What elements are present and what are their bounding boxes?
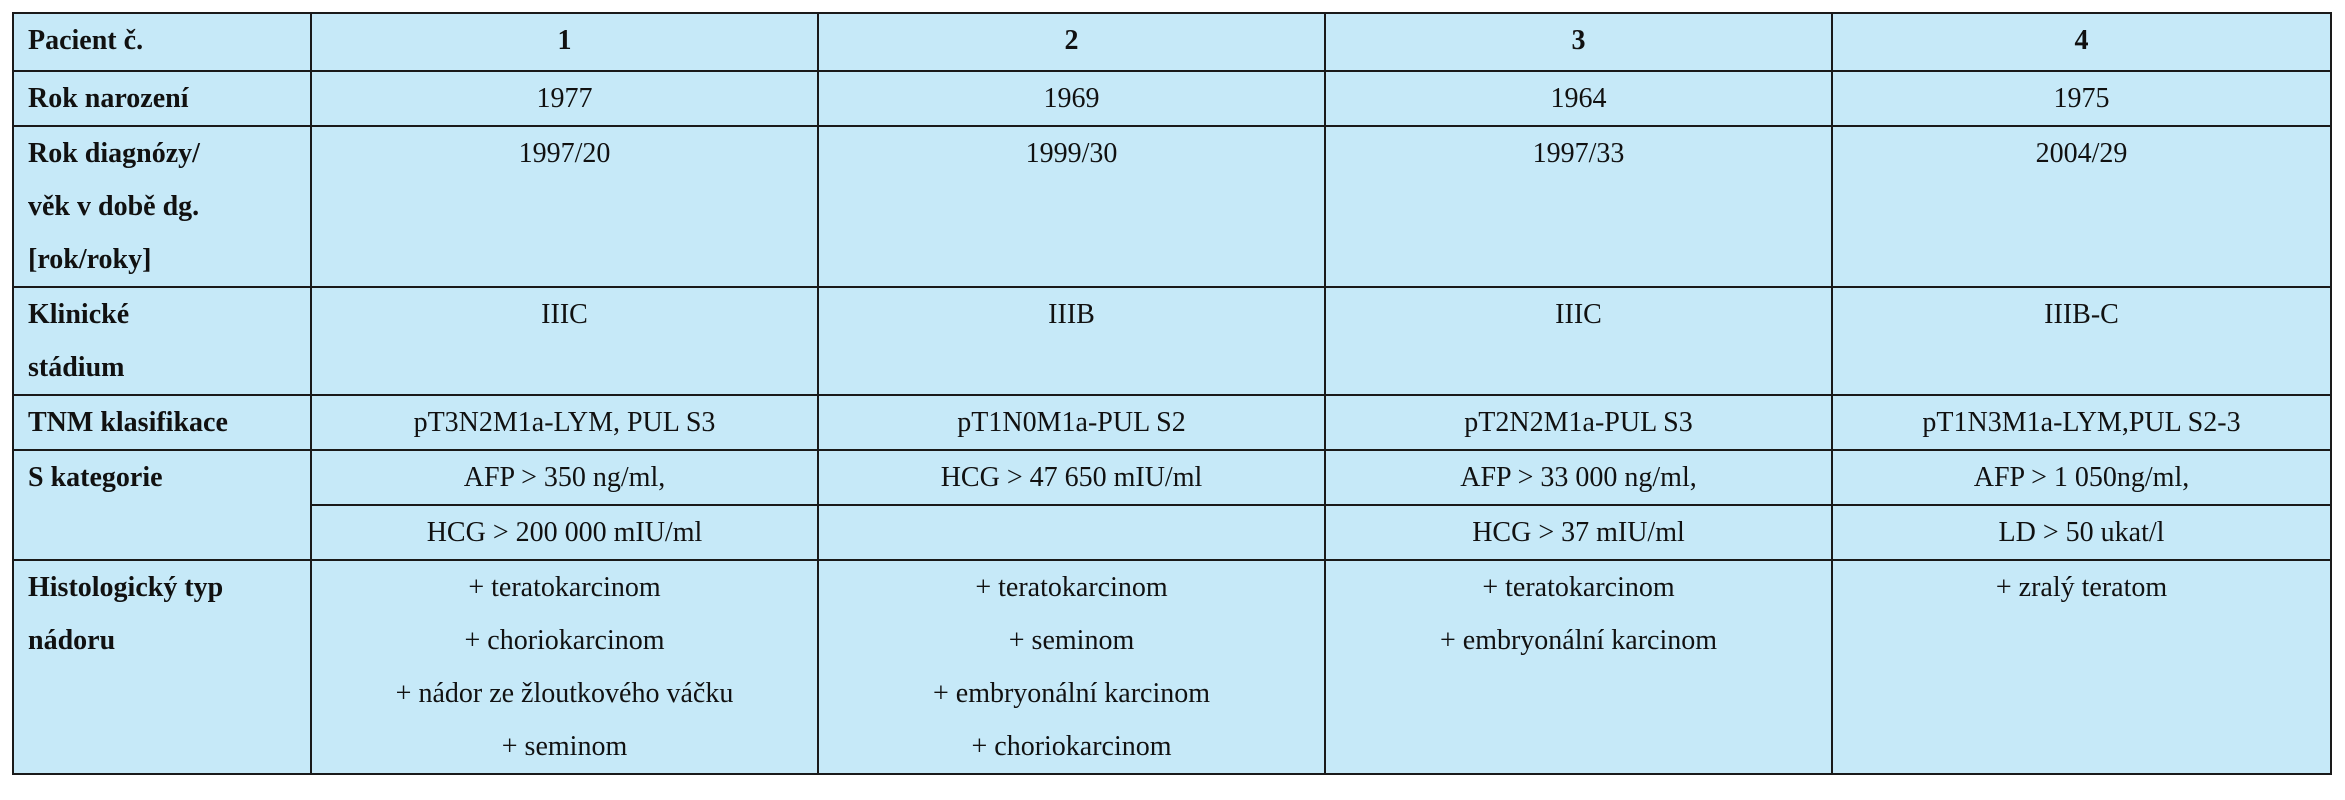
cell-text: Rok diagnózy/: [28, 138, 200, 169]
row-label: Klinické stádium: [12, 286, 312, 396]
row-label: Histologický typ nádoru: [12, 559, 312, 775]
cell-text: + teratokarcinom: [468, 572, 661, 603]
data-cell: AFP > 33 000 ng/ml,: [1324, 449, 1833, 506]
data-cell: IIIB: [817, 286, 1326, 396]
data-cell: 1964: [1324, 70, 1833, 127]
cell-text: stádium: [28, 352, 125, 383]
cell-text: + embryonální karcinom: [1439, 625, 1718, 656]
data-cell: IIIB-C: [1831, 286, 2332, 396]
cell-text: + choriokarcinom: [971, 731, 1172, 762]
cell-text: AFP > 1 050ng/ml,: [1973, 462, 2190, 493]
row-label: TNM klasifikace: [12, 394, 312, 451]
header-cell: 4: [1831, 12, 2332, 72]
cell-text: 1999/30: [1025, 138, 1118, 169]
cell-text: pT1N3M1a-LYM,PUL S2-3: [1922, 407, 2241, 438]
data-cell: AFP > 1 050ng/ml,: [1831, 449, 2332, 506]
data-cell: pT3N2M1a-LYM, PUL S3: [310, 394, 819, 451]
cell-text: HCG > 37 mIU/ml: [1472, 517, 1685, 548]
data-cell: [817, 504, 1326, 561]
cell-text: HCG > 200 000 mIU/ml: [426, 517, 703, 548]
cell-text: pT3N2M1a-LYM, PUL S3: [413, 407, 716, 438]
data-cell: HCG > 200 000 mIU/ml: [310, 504, 819, 561]
data-cell: 1997/33: [1324, 125, 1833, 288]
header-cell: 1: [310, 12, 819, 72]
table-row: Histologický typ nádoru + teratokarcinom + …: [12, 559, 2332, 775]
data-cell: + teratokarcinom + embryonální karcinom: [1324, 559, 1833, 775]
data-cell: AFP > 350 ng/ml,: [310, 449, 819, 506]
cell-text: 2004/29: [2035, 138, 2128, 169]
data-cell: pT1N3M1a-LYM,PUL S2-3: [1831, 394, 2332, 451]
cell-text: IIIB: [1048, 299, 1095, 330]
cell-text: + choriokarcinom: [464, 625, 665, 656]
cell-text: + teratokarcinom: [1482, 572, 1675, 603]
data-cell: + teratokarcinom + seminom + embryonální k…: [817, 559, 1326, 775]
cell-text: + seminom: [1008, 625, 1135, 656]
data-cell: pT2N2M1a-PUL S3: [1324, 394, 1833, 451]
cell-text: IIIC: [541, 299, 588, 330]
row-label: S kategorie: [12, 449, 312, 561]
cell-text: + zralý teratom: [1995, 572, 2168, 603]
cell-text: IIIC: [1555, 299, 1602, 330]
table-subrow: HCG > 200 000 mIU/ml HCG > 37 mIU/ml LD > …: [13, 504, 2332, 561]
table-row: S kategorie AFP > 350 ng/ml, HCG > 47 650 …: [12, 449, 2332, 561]
cell-text: HCG > 47 650 mIU/ml: [940, 462, 1203, 493]
row-label: Rok narození: [12, 70, 312, 127]
data-cell: 1969: [817, 70, 1326, 127]
cell-text: AFP > 350 ng/ml,: [463, 462, 666, 493]
data-cell: HCG > 37 mIU/ml: [1324, 504, 1833, 561]
cell-text: [rok/roky]: [28, 244, 152, 275]
cell-text: 1964: [1550, 83, 1607, 114]
cell-text: AFP > 33 000 ng/ml,: [1460, 462, 1697, 493]
cell-text: + nádor ze žloutkového váčku: [395, 678, 734, 709]
cell-text: pT2N2M1a-PUL S3: [1464, 407, 1693, 438]
table-row: Rok narození 1977 1969 1964 1975: [12, 70, 2332, 127]
cell-text: 1975: [2053, 83, 2110, 114]
cell-text: 1: [557, 25, 572, 56]
data-cell: IIIC: [1324, 286, 1833, 396]
cell-text: 1997/20: [518, 138, 611, 169]
header-cell: 2: [817, 12, 1326, 72]
data-cell: 2004/29: [1831, 125, 2332, 288]
cell-text: IIIB-C: [2044, 299, 2119, 330]
data-cell: IIIC: [310, 286, 819, 396]
table-row: Rok diagnózy/věk v době dg. [rok/roky] 199…: [12, 125, 2332, 288]
data-cell: HCG > 47 650 mIU/ml: [817, 449, 1326, 506]
table-row: Klinické stádium IIIC IIIB IIIC IIIB-C: [12, 286, 2332, 396]
data-cell: 1977: [310, 70, 819, 127]
data-cell: + teratokarcinom + choriokarcinom + nádor …: [310, 559, 819, 775]
cell-text: Klinické: [28, 299, 130, 330]
cell-text: + embryonální karcinom: [932, 678, 1211, 709]
cell-text: + seminom: [501, 731, 628, 762]
data-cell: 1975: [1831, 70, 2332, 127]
cell-text: nádoru: [28, 625, 116, 656]
cell-text: 1969: [1043, 83, 1100, 114]
data-cell: LD > 50 ukat/l: [1831, 504, 2332, 561]
cell-text: S kategorie: [28, 462, 163, 493]
cell-text: 3: [1571, 25, 1586, 56]
header-cell: 3: [1324, 12, 1833, 72]
cell-text: + teratokarcinom: [975, 572, 1168, 603]
cell-text: 2: [1064, 25, 1079, 56]
row-label: Rok diagnózy/věk v době dg. [rok/roky]: [12, 125, 312, 288]
cell-text: 4: [2074, 25, 2089, 56]
cell-text: Pacient č.: [28, 25, 144, 56]
cell-text: věk v době dg.: [28, 191, 200, 222]
cell-text: 1997/33: [1532, 138, 1625, 169]
cell-text: TNM klasifikace: [28, 407, 228, 438]
data-cell: 1999/30: [817, 125, 1326, 288]
header-row: Pacient č. 1 2 3 4: [12, 12, 2332, 72]
cell-text: 1977: [536, 83, 593, 114]
cell-text: pT1N0M1a-PUL S2: [957, 407, 1186, 438]
patient-table: Pacient č. 1 2 3 4 Rok narození 1977 1969 1964 19…: [12, 12, 2332, 775]
cell-text: LD > 50 ukat/l: [1998, 517, 2165, 548]
data-cell: + zralý teratom: [1831, 559, 2332, 775]
table-body: Pacient č. 1 2 3 4 Rok narození 1977 1969 1964 19…: [12, 12, 2332, 775]
header-label: Pacient č.: [12, 12, 312, 72]
cell-text: Rok narození: [28, 83, 189, 114]
table-row: TNM klasifikace pT3N2M1a-LYM, PUL S3 pT1N0…: [12, 394, 2332, 451]
cell-text: Histologický typ: [28, 572, 224, 603]
data-cell: pT1N0M1a-PUL S2: [817, 394, 1326, 451]
data-cell: 1997/20: [310, 125, 819, 288]
